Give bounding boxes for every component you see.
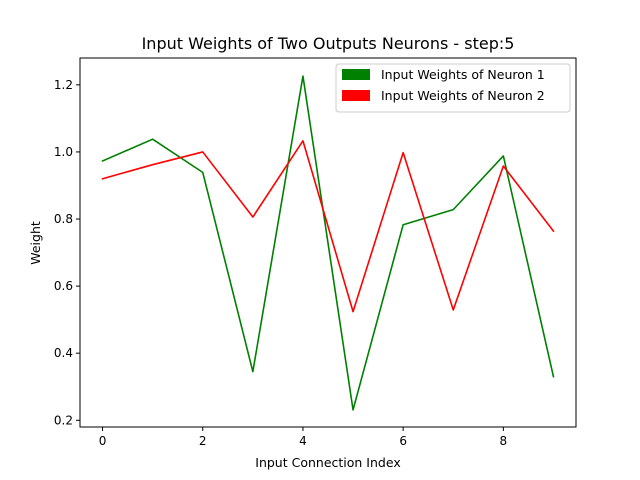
y-tick-label-4: 1.0: [54, 145, 73, 159]
series-line-1: [101, 75, 555, 411]
x-tick-label-6: 6: [399, 434, 407, 448]
x-tick-label-4: 4: [299, 434, 307, 448]
y-tick-label-2: 0.6: [54, 279, 73, 293]
legend: Input Weights of Neuron 1 Input Weights o…: [335, 63, 571, 113]
x-tick-label-8: 8: [500, 434, 508, 448]
y-tick-label-3: 0.8: [54, 212, 73, 226]
legend-swatch-2: [342, 90, 370, 101]
y-axis-label: Weight: [28, 221, 43, 265]
x-tick-label-2: 2: [199, 434, 207, 448]
series-line-2: [101, 140, 555, 313]
plot-area: 0 2 4 6 8 0.2 0.4 0.6 0.8 1.0 1.2: [54, 57, 577, 448]
x-axis-label: Input Connection Index: [255, 455, 400, 470]
legend-label-1: Input Weights of Neuron 1: [381, 67, 545, 82]
y-tick-label-1: 0.4: [54, 346, 73, 360]
x-tick-label-0: 0: [99, 434, 107, 448]
legend-label-2: Input Weights of Neuron 2: [381, 88, 545, 103]
legend-box: [335, 63, 571, 113]
y-tick-label-0: 0.2: [54, 413, 73, 427]
y-tick-label-5: 1.2: [54, 78, 73, 92]
chart-title: Input Weights of Two Outputs Neurons - s…: [142, 34, 515, 53]
axes-frame: [79, 57, 577, 428]
legend-swatch-1: [342, 69, 370, 80]
